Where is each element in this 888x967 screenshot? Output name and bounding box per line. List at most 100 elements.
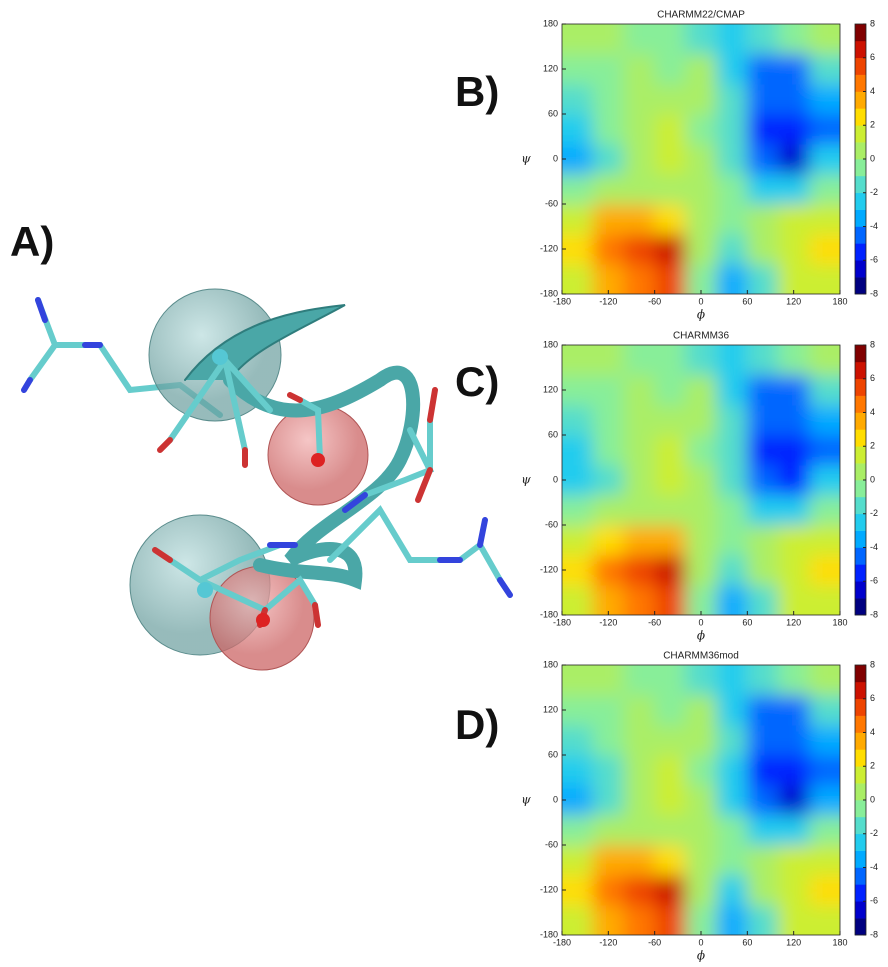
heatmap-cell bbox=[654, 905, 687, 935]
y-tick-label: 120 bbox=[543, 384, 558, 394]
x-axis-label: ϕ bbox=[697, 629, 705, 643]
heatmap-cell bbox=[809, 495, 840, 526]
colorbar-tick-label: 2 bbox=[870, 120, 875, 130]
heatmap-cell bbox=[716, 845, 748, 876]
colorbar-tick-label: 6 bbox=[870, 373, 875, 383]
heatmap-cell bbox=[778, 174, 810, 205]
colorbar-segment bbox=[855, 192, 866, 210]
heatmap-cell bbox=[562, 405, 594, 436]
heatmap-cell bbox=[747, 755, 779, 786]
heatmap-cell bbox=[654, 435, 687, 466]
heatmap-cell bbox=[623, 905, 656, 935]
heatmap-cell bbox=[562, 495, 594, 526]
heatmap-cell bbox=[778, 264, 810, 294]
heatmap-cell bbox=[654, 665, 687, 696]
heatmap-cell bbox=[654, 264, 687, 294]
heatmap-cell bbox=[685, 144, 717, 175]
colorbar-segment bbox=[855, 125, 866, 143]
heatmap-cell bbox=[592, 875, 625, 906]
heatmap-cell bbox=[716, 815, 748, 846]
colorbar-tick-label: 6 bbox=[870, 693, 875, 703]
heatmap-cell bbox=[685, 495, 717, 526]
heatmap-cell bbox=[654, 785, 687, 816]
heatmap-cell bbox=[623, 375, 656, 406]
x-tick-label: -60 bbox=[648, 296, 661, 306]
heatmap-cell bbox=[654, 845, 687, 876]
heatmap-cell bbox=[562, 665, 594, 696]
colorbar-tick-label: 6 bbox=[870, 52, 875, 62]
heatmap-cell bbox=[778, 815, 810, 846]
heatmap-cell bbox=[685, 234, 717, 265]
heatmap-cell bbox=[592, 234, 625, 265]
heatmap-cell bbox=[685, 695, 717, 726]
colorbar-segment bbox=[855, 564, 866, 582]
colorbar-tick-label: -6 bbox=[870, 255, 878, 265]
heatmap-cell bbox=[623, 525, 656, 556]
heatmap-cell bbox=[747, 24, 779, 55]
heatmap-cell bbox=[685, 24, 717, 55]
colorbar-tick-label: 2 bbox=[870, 761, 875, 771]
heatmap-cell bbox=[654, 585, 687, 615]
heatmap-cell bbox=[778, 555, 810, 586]
heatmap-cell bbox=[716, 665, 748, 696]
heatmap-cell bbox=[716, 114, 748, 145]
heatmap-cell bbox=[716, 405, 748, 436]
heatmap-cell bbox=[778, 665, 810, 696]
heatmap-cell bbox=[716, 875, 748, 906]
heatmap-cell bbox=[809, 905, 840, 935]
y-tick-label: -120 bbox=[540, 243, 558, 253]
y-tick-label: 60 bbox=[548, 749, 558, 759]
heatmap-cell bbox=[747, 695, 779, 726]
colorbar-segment bbox=[855, 766, 866, 784]
heatmap-cell bbox=[623, 264, 656, 294]
heatmap-cell bbox=[685, 905, 717, 935]
heatmap-cell bbox=[778, 114, 810, 145]
colorbar-segment bbox=[855, 40, 866, 59]
heatmap-cell bbox=[716, 695, 748, 726]
heatmap-cell bbox=[685, 204, 717, 235]
heatmap-cell bbox=[685, 875, 717, 906]
heatmap-cell bbox=[778, 525, 810, 556]
heatmap-cell bbox=[685, 264, 717, 294]
heatmap-cells bbox=[562, 24, 840, 294]
y-axis-label: ψ bbox=[521, 152, 531, 166]
heatmap-cell bbox=[623, 495, 656, 526]
colorbar-segment bbox=[855, 800, 866, 818]
heatmap-cell bbox=[716, 234, 748, 265]
heatmap-cell bbox=[716, 585, 748, 615]
heatmap-cell bbox=[592, 345, 625, 376]
colorbar-segment bbox=[855, 429, 866, 447]
heatmap-cell bbox=[716, 204, 748, 235]
heatmap-cell bbox=[562, 234, 594, 265]
y-tick-label: -60 bbox=[545, 519, 558, 529]
heatmap-cell bbox=[747, 405, 779, 436]
colorbar-tick-label: -8 bbox=[870, 288, 878, 298]
heatmap-cell bbox=[685, 555, 717, 586]
heatmap-cell bbox=[592, 785, 625, 816]
plot-title: CHARMM22/CMAP bbox=[657, 10, 745, 21]
y-tick-label: -60 bbox=[545, 198, 558, 208]
heatmap-cell bbox=[623, 755, 656, 786]
colorbar-segment bbox=[855, 833, 866, 851]
heatmap-cell bbox=[654, 375, 687, 406]
heatmap-cell bbox=[685, 345, 717, 376]
colorbar-segment bbox=[855, 732, 866, 750]
heatmap-cell bbox=[623, 204, 656, 235]
colorbar-segment bbox=[855, 142, 866, 160]
colorbar-tick-label: 0 bbox=[870, 474, 875, 484]
y-tick-label: -180 bbox=[540, 609, 558, 619]
heatmap-cell bbox=[809, 465, 840, 496]
x-tick-label: 60 bbox=[742, 937, 752, 947]
heatmap-cell bbox=[809, 785, 840, 816]
colorbar-tick-label: -8 bbox=[870, 929, 878, 939]
heatmap bbox=[562, 665, 840, 935]
heatmap-cells bbox=[562, 345, 840, 615]
panel-label: A) bbox=[10, 218, 54, 265]
heatmap-cell bbox=[654, 495, 687, 526]
heatmap-cell bbox=[778, 54, 810, 85]
colorbar-segment bbox=[855, 74, 866, 92]
y-tick-label: -120 bbox=[540, 884, 558, 894]
heatmap-cell bbox=[747, 555, 779, 586]
colorbar-segment bbox=[855, 345, 866, 363]
heatmap-cell bbox=[592, 375, 625, 406]
